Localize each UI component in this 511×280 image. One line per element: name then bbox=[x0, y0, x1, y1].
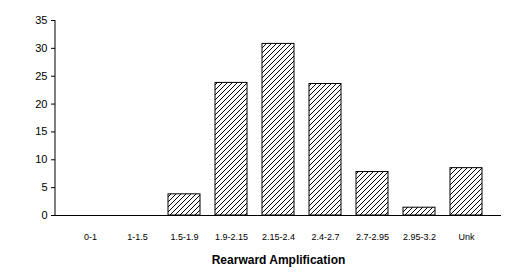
svg-text:20: 20 bbox=[35, 98, 47, 110]
svg-text:2.4-2.7: 2.4-2.7 bbox=[311, 232, 339, 242]
svg-text:25: 25 bbox=[35, 70, 47, 82]
svg-text:1.5-1.9: 1.5-1.9 bbox=[170, 232, 198, 242]
svg-text:Rearward Amplification: Rearward Amplification bbox=[212, 253, 346, 267]
svg-text:0: 0 bbox=[41, 209, 47, 221]
svg-text:15: 15 bbox=[35, 125, 47, 137]
svg-text:2.95-3.2: 2.95-3.2 bbox=[403, 232, 436, 242]
svg-text:2.15-2.4: 2.15-2.4 bbox=[262, 232, 295, 242]
svg-text:0-1: 0-1 bbox=[84, 232, 97, 242]
svg-text:1.9-2.15: 1.9-2.15 bbox=[215, 232, 248, 242]
svg-text:10: 10 bbox=[35, 153, 47, 165]
svg-text:Unk: Unk bbox=[458, 232, 475, 242]
svg-text:35: 35 bbox=[35, 14, 47, 26]
svg-text:30: 30 bbox=[35, 42, 47, 54]
svg-text:2.7-2.95: 2.7-2.95 bbox=[356, 232, 389, 242]
svg-text:5: 5 bbox=[41, 181, 47, 193]
svg-text:1-1.5: 1-1.5 bbox=[127, 232, 148, 242]
